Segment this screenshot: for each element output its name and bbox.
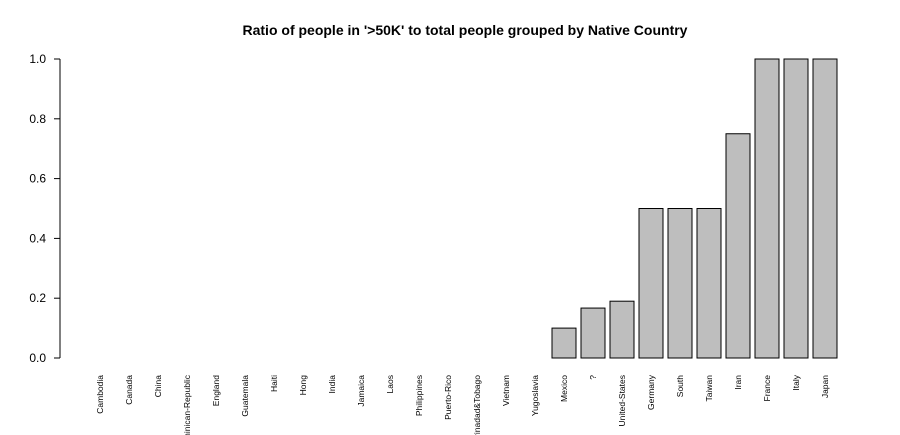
- y-tick-label: 1.0: [29, 52, 46, 66]
- bar: [638, 208, 664, 359]
- bar: [667, 208, 693, 359]
- x-tick-labels: Cambodia Canada China Dominican-Republic Eng…: [95, 374, 830, 435]
- bar: [754, 58, 780, 359]
- x-tick-label: Vietnam: [501, 375, 511, 406]
- x-tick-label: Dominican-Republic: [182, 374, 192, 435]
- bar: [696, 208, 722, 359]
- x-tick-label: Yugoslavia: [530, 375, 540, 416]
- bar: [812, 58, 838, 359]
- bar: [783, 58, 809, 359]
- x-tick-label: Puerto-Rico: [443, 375, 453, 420]
- x-tick-label: Mexico: [559, 375, 569, 402]
- x-tick-label: South: [675, 375, 685, 397]
- y-tick-label: 0.0: [29, 351, 46, 365]
- x-tick-label: India: [327, 375, 337, 394]
- x-tick-label: Iran: [733, 375, 743, 390]
- x-tick-label: Japan: [820, 375, 830, 398]
- bar: [551, 327, 577, 359]
- y-tick-label: 0.4: [29, 231, 46, 245]
- x-tick-label: Germany: [646, 374, 656, 410]
- x-tick-label: Guatemala: [240, 375, 250, 417]
- x-tick-label: China: [153, 375, 163, 397]
- x-tick-label: ?: [588, 375, 598, 380]
- x-tick-label: Italy: [791, 374, 801, 390]
- bars-group: [551, 58, 838, 359]
- x-tick-label: England: [211, 375, 221, 406]
- x-tick-label: France: [762, 375, 772, 402]
- x-tick-label: United-States: [617, 375, 627, 427]
- x-tick-label: Laos: [385, 375, 395, 393]
- y-tick-label: 0.6: [29, 172, 46, 186]
- x-tick-label: Taiwan: [704, 375, 714, 402]
- y-tick-label: 0.2: [29, 291, 46, 305]
- x-tick-label: Trinadad&Tobago: [472, 375, 482, 435]
- bar: [609, 300, 635, 359]
- x-tick-label: Haiti: [269, 375, 279, 392]
- x-tick-label: Canada: [124, 375, 134, 405]
- y-axis: 0.0 0.2 0.4 0.6 0.8 1.0: [29, 52, 61, 365]
- x-tick-label: Cambodia: [95, 375, 105, 414]
- bar: [725, 133, 751, 359]
- y-tick-label: 0.8: [29, 112, 46, 126]
- chart-title: Ratio of people in '>50K' to total peopl…: [243, 22, 688, 38]
- x-tick-label: Philippines: [414, 375, 424, 416]
- bar: [580, 307, 606, 359]
- x-tick-label: Hong: [298, 375, 308, 396]
- x-tick-label: Jamaica: [356, 375, 366, 407]
